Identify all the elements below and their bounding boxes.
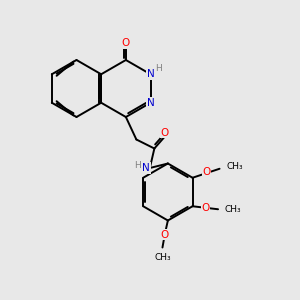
Text: CH₃: CH₃ (225, 205, 241, 214)
Text: O: O (202, 167, 211, 177)
Text: O: O (122, 38, 130, 49)
Text: CH₃: CH₃ (154, 253, 171, 262)
Text: N: N (147, 98, 154, 108)
Text: N: N (142, 163, 150, 173)
Text: O: O (161, 230, 169, 240)
Text: N: N (147, 69, 154, 79)
Text: H: H (134, 160, 141, 169)
Text: O: O (202, 203, 210, 213)
Text: H: H (155, 64, 161, 74)
Text: O: O (161, 128, 169, 138)
Text: CH₃: CH₃ (226, 162, 243, 171)
